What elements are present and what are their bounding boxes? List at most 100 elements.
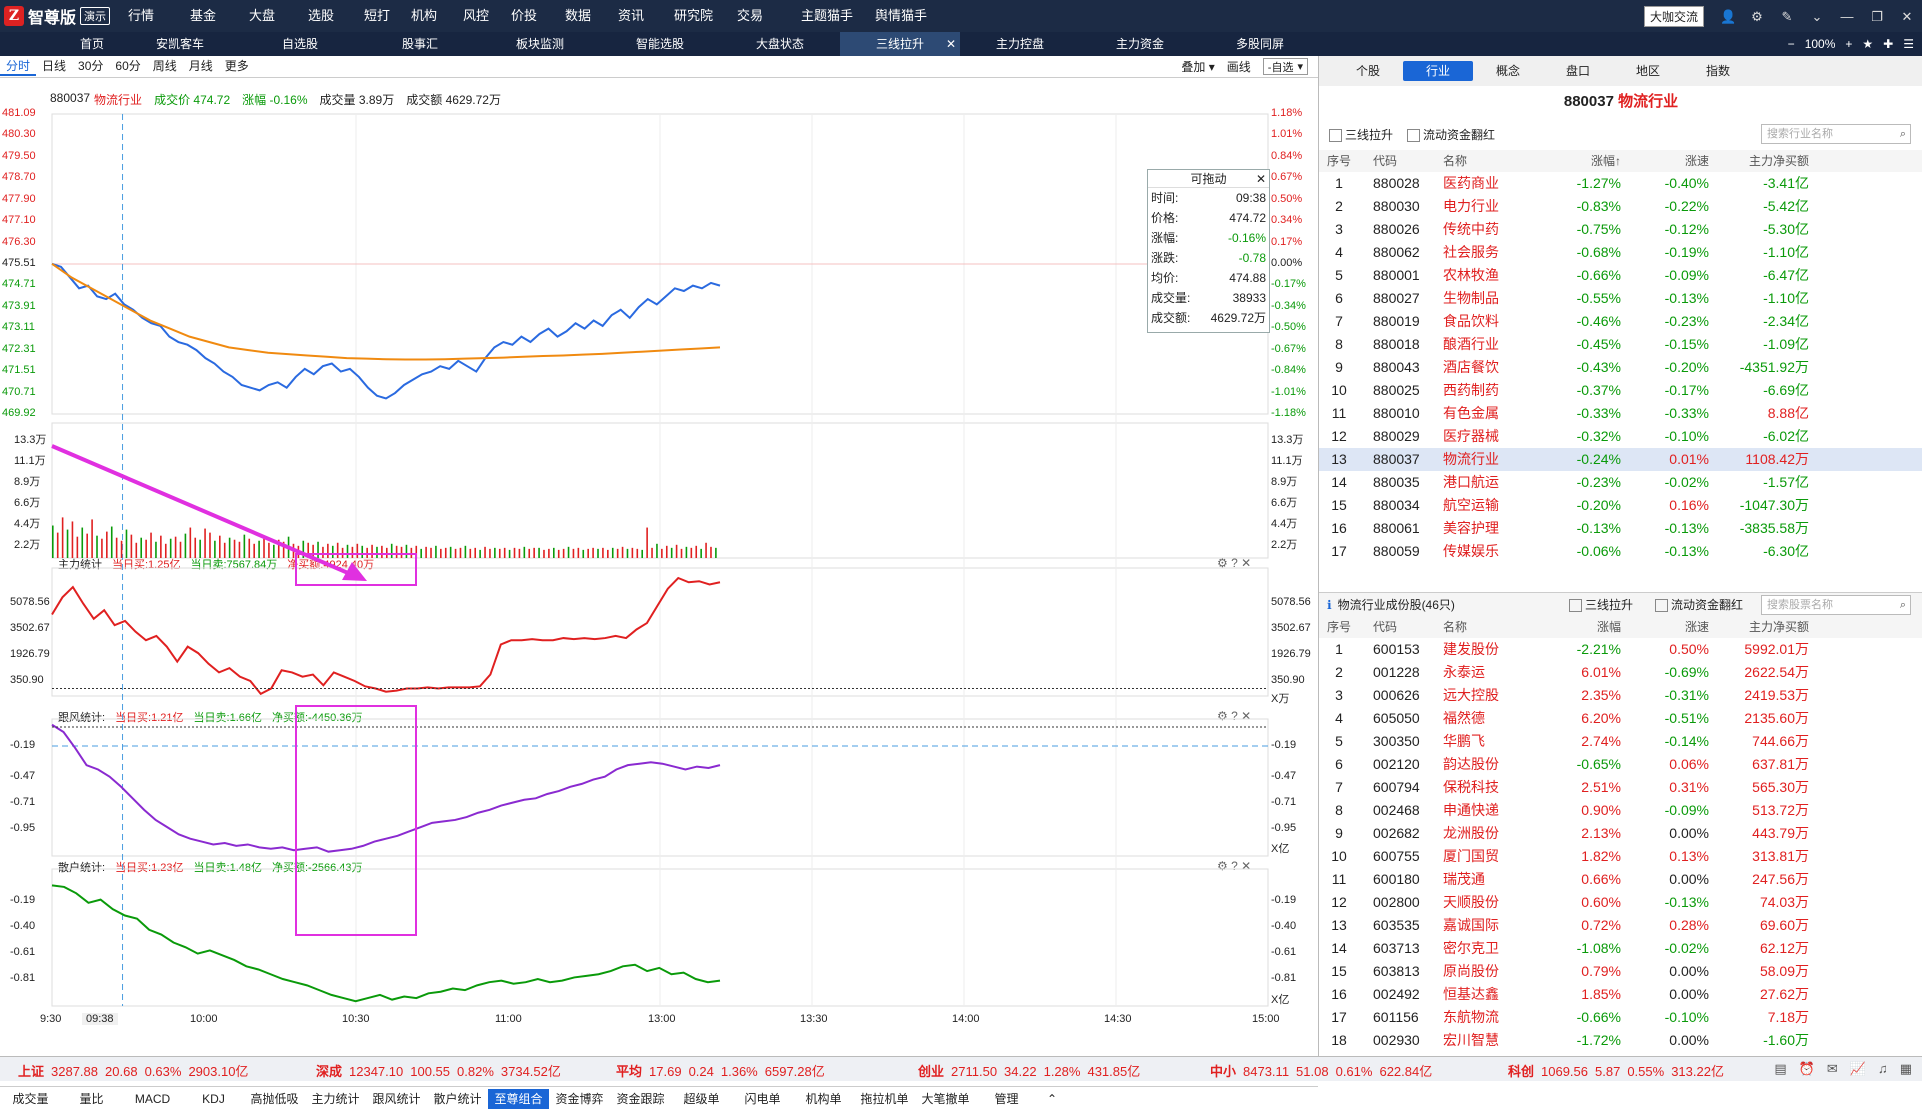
- menu-item[interactable]: 风控: [463, 8, 490, 23]
- table-row[interactable]: 4 880062 社会服务 -0.68% -0.19% -1.10亿: [1319, 241, 1922, 264]
- period-option[interactable]: 更多: [224, 59, 249, 73]
- page-tab[interactable]: 股事汇: [360, 32, 480, 56]
- column-header[interactable]: 涨幅↑: [1590, 154, 1621, 168]
- calc-icon[interactable]: ▤: [1774, 1061, 1787, 1076]
- chevron-up-icon[interactable]: ⌃: [1046, 1091, 1058, 1106]
- column-header[interactable]: 涨幅: [1596, 620, 1621, 634]
- indicator-tab[interactable]: 拖拉机单: [860, 1092, 909, 1106]
- menu-item[interactable]: 短打: [364, 8, 391, 23]
- indicator-tab[interactable]: 量比: [79, 1092, 104, 1106]
- table-row[interactable]: 10 600755 厦门国贸 1.82% 0.13% 313.81万: [1319, 845, 1922, 868]
- table-row[interactable]: 6 880027 生物制品 -0.55% -0.13% -1.10亿: [1319, 287, 1922, 310]
- table-row[interactable]: 13 603535 嘉诚国际 0.72% 0.28% 69.60万: [1319, 914, 1922, 937]
- column-header[interactable]: 主力净买额: [1748, 620, 1809, 634]
- self-select-dropdown[interactable]: -自选 ▾: [1262, 58, 1308, 75]
- sector-tab[interactable]: 行业: [1403, 61, 1473, 81]
- sector-tab[interactable]: 盘口: [1565, 64, 1590, 78]
- stock-search-input[interactable]: 搜索股票名称 ⌕: [1761, 595, 1911, 615]
- indicator-tab[interactable]: 管理: [994, 1092, 1019, 1106]
- period-option[interactable]: 60分: [115, 59, 141, 73]
- menu-item[interactable]: 大盘: [249, 8, 276, 23]
- index-quote[interactable]: 中小 8473.11 51.08 0.61% 622.84亿: [1210, 1061, 1439, 1080]
- table-row[interactable]: 12 880029 医疗器械 -0.32% -0.10% -6.02亿: [1319, 425, 1922, 448]
- close-icon[interactable]: ✕: [945, 37, 956, 51]
- menu-item[interactable]: 基金: [190, 8, 217, 23]
- intraday-chart[interactable]: [0, 56, 1318, 1056]
- restore-icon[interactable]: ❐: [1871, 8, 1883, 24]
- page-tab[interactable]: 大盘状态: [720, 32, 840, 56]
- table-row[interactable]: 6 002120 韵达股份 -0.65% 0.06% 637.81万: [1319, 753, 1922, 776]
- chat-icon[interactable]: ✉: [1826, 1061, 1838, 1076]
- close-icon[interactable]: ✕: [1901, 8, 1913, 24]
- table-row[interactable]: 18 002930 宏川智慧 -1.72% 0.00% -1.60万: [1319, 1029, 1922, 1052]
- index-quote[interactable]: 深成 12347.10 100.55 0.82% 3734.52亿: [316, 1061, 568, 1080]
- table-row[interactable]: 8 002468 申通快递 0.90% -0.09% 513.72万: [1319, 799, 1922, 822]
- indicator-tab[interactable]: 散户统计: [433, 1092, 482, 1106]
- page-tab[interactable]: 智能选股: [600, 32, 720, 56]
- close-icon[interactable]: ✕: [1255, 172, 1266, 186]
- sector-tab[interactable]: 个股: [1355, 64, 1380, 78]
- draw-button[interactable]: 画线: [1226, 60, 1251, 74]
- page-tab[interactable]: 主力控盘: [960, 32, 1080, 56]
- page-tab[interactable]: 自选股: [240, 32, 360, 56]
- menu-item[interactable]: 行情: [128, 8, 155, 23]
- table-row[interactable]: 15 880034 航空运输 -0.20% 0.16% -1047.30万: [1319, 494, 1922, 517]
- column-header[interactable]: 名称: [1443, 620, 1468, 634]
- star-icon[interactable]: ★: [1862, 37, 1874, 51]
- industry-search-input[interactable]: 搜索行业名称 ⌕: [1761, 124, 1911, 144]
- column-header[interactable]: 涨速: [1684, 154, 1709, 168]
- column-header[interactable]: 序号: [1326, 154, 1351, 168]
- table-row[interactable]: 14 880035 港口航运 -0.23% -0.02% -1.57亿: [1319, 471, 1922, 494]
- page-tab[interactable]: 多股同屏: [1200, 32, 1320, 56]
- menu-item[interactable]: 交易: [737, 8, 764, 23]
- zoom-out-icon[interactable]: −: [1787, 37, 1795, 51]
- indicator-tab[interactable]: KDJ: [202, 1091, 225, 1106]
- table-row[interactable]: 1 880028 医药商业 -1.27% -0.40% -3.41亿: [1319, 172, 1922, 195]
- alarm-icon[interactable]: ⏰: [1798, 1061, 1815, 1076]
- index-quote[interactable]: 科创 1069.56 5.87 0.55% 313.22亿: [1508, 1061, 1731, 1080]
- chevron-down-icon[interactable]: ⌄: [1811, 8, 1823, 24]
- table-row[interactable]: 4 605050 福然德 6.20% -0.51% 2135.60万: [1319, 707, 1922, 730]
- indicator-tab[interactable]: MACD: [134, 1091, 171, 1106]
- three-line-checkbox[interactable]: 三线拉升: [1329, 126, 1393, 143]
- column-header[interactable]: 代码: [1373, 620, 1398, 634]
- overlay-button[interactable]: 叠加 ▾: [1181, 60, 1215, 74]
- table-row[interactable]: 10 880025 西药制药 -0.37% -0.17% -6.69亿: [1319, 379, 1922, 402]
- period-option[interactable]: 分时: [0, 57, 37, 76]
- settings-icon[interactable]: ⚙: [1751, 8, 1763, 24]
- table-row[interactable]: 14 603713 密尔克卫 -1.08% -0.02% 62.12万: [1319, 937, 1922, 960]
- flow-red-checkbox-2[interactable]: 流动资金翻红: [1655, 596, 1743, 613]
- page-tab[interactable]: 三线拉升 ✕: [840, 32, 960, 56]
- indicator-tab[interactable]: 资金跟踪: [616, 1092, 665, 1106]
- menu-item[interactable]: 数据: [565, 8, 592, 23]
- table-row[interactable]: 2 880030 电力行业 -0.83% -0.22% -5.42亿: [1319, 195, 1922, 218]
- indicator-tab[interactable]: 闪电单: [744, 1092, 781, 1106]
- indicator-tab[interactable]: 资金博弈: [555, 1092, 604, 1106]
- indicator-tab[interactable]: 超级单: [683, 1092, 720, 1106]
- table-row[interactable]: 13 880037 物流行业 -0.24% 0.01% 1108.42万: [1319, 448, 1922, 471]
- menu-item[interactable]: 舆情猫手: [875, 8, 928, 23]
- page-tab[interactable]: 主力资金: [1080, 32, 1200, 56]
- table-row[interactable]: 3 880026 传统中药 -0.75% -0.12% -5.30亿: [1319, 218, 1922, 241]
- column-header[interactable]: 序号: [1326, 620, 1351, 634]
- menu-item[interactable]: 资讯: [618, 8, 645, 23]
- three-line-checkbox-2[interactable]: 三线拉升: [1569, 596, 1633, 613]
- page-tab[interactable]: 安凯客车: [120, 32, 240, 56]
- floating-info-box[interactable]: 可拖动 ✕ 时间: 09:38 价格: 474.72 涨幅: -0.16% 涨跌: -0.78 均…: [1147, 169, 1270, 333]
- column-header[interactable]: 名称: [1443, 154, 1468, 168]
- grid-icon[interactable]: ▦: [1899, 1061, 1912, 1076]
- tools-icon[interactable]: ✎: [1781, 8, 1793, 24]
- table-row[interactable]: 9 880043 酒店餐饮 -0.43% -0.20% -4351.92万: [1319, 356, 1922, 379]
- column-header[interactable]: 代码: [1373, 154, 1398, 168]
- table-row[interactable]: 17 601156 东航物流 -0.66% -0.10% 7.18万: [1319, 1006, 1922, 1029]
- notice-icon[interactable]: ♫: [1877, 1061, 1888, 1076]
- indicator-tab[interactable]: 至尊组合: [488, 1088, 549, 1109]
- table-row[interactable]: 11 600180 瑞茂通 0.66% 0.00% 247.56万: [1319, 868, 1922, 891]
- table-row[interactable]: 5 300350 华鹏飞 2.74% -0.14% 744.66万: [1319, 730, 1922, 753]
- pin-icon[interactable]: ✚: [1883, 37, 1894, 51]
- indicator-tab[interactable]: 大笔撤单: [921, 1092, 970, 1106]
- table-row[interactable]: 3 000626 远大控股 2.35% -0.31% 2419.53万: [1319, 684, 1922, 707]
- table-row[interactable]: 1 600153 建发股份 -2.21% 0.50% 5992.01万: [1319, 638, 1922, 661]
- menu-item[interactable]: 价投: [511, 8, 538, 23]
- page-tab[interactable]: 板块监测: [480, 32, 600, 56]
